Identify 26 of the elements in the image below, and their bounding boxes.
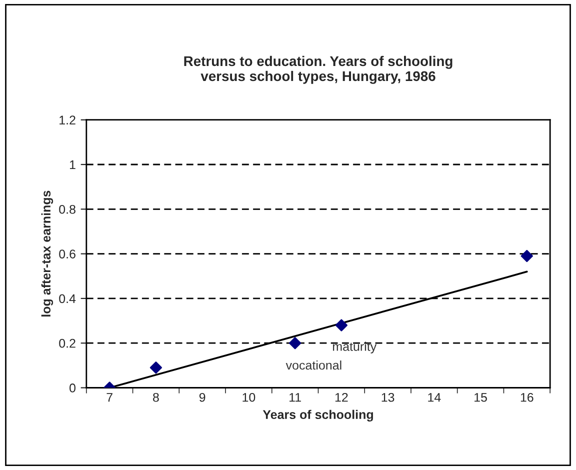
x-tick-label: 12	[335, 392, 348, 402]
y-tick-label: 0.2	[59, 338, 76, 348]
x-tick-label: 16	[520, 392, 534, 402]
x-tick-label: 8	[153, 392, 159, 402]
point	[335, 319, 348, 332]
y-tick-label: 0.4	[59, 294, 76, 304]
point	[150, 362, 162, 374]
y-tick-label: 0.6	[59, 250, 76, 258]
y-axis-title: log after-tax earnings	[41, 190, 54, 316]
annotation: maturity	[332, 342, 377, 354]
annotation: vocational	[286, 360, 342, 370]
x-tick-label: 10	[242, 392, 256, 402]
y-tick-label: 0.8	[59, 204, 76, 214]
x-tick-label: 11	[290, 393, 301, 402]
x-tick-label: 7	[106, 393, 112, 402]
x-tick-label: 15	[474, 393, 487, 402]
y-tick-label: 1.2	[60, 116, 76, 124]
y-tick-label: 1	[70, 160, 76, 170]
chart-title: Retruns to education. Years of schooling versus school types, Hungary, 1986	[184, 56, 452, 84]
x-tick-label: 13	[382, 392, 394, 402]
y-tick-label: 0	[70, 384, 76, 392]
x-tick-label: 14	[428, 393, 441, 402]
x-axis-title: Years of schooling	[262, 410, 373, 422]
x-tick-label: 9	[199, 392, 206, 402]
point	[520, 250, 533, 262]
point	[288, 337, 302, 350]
